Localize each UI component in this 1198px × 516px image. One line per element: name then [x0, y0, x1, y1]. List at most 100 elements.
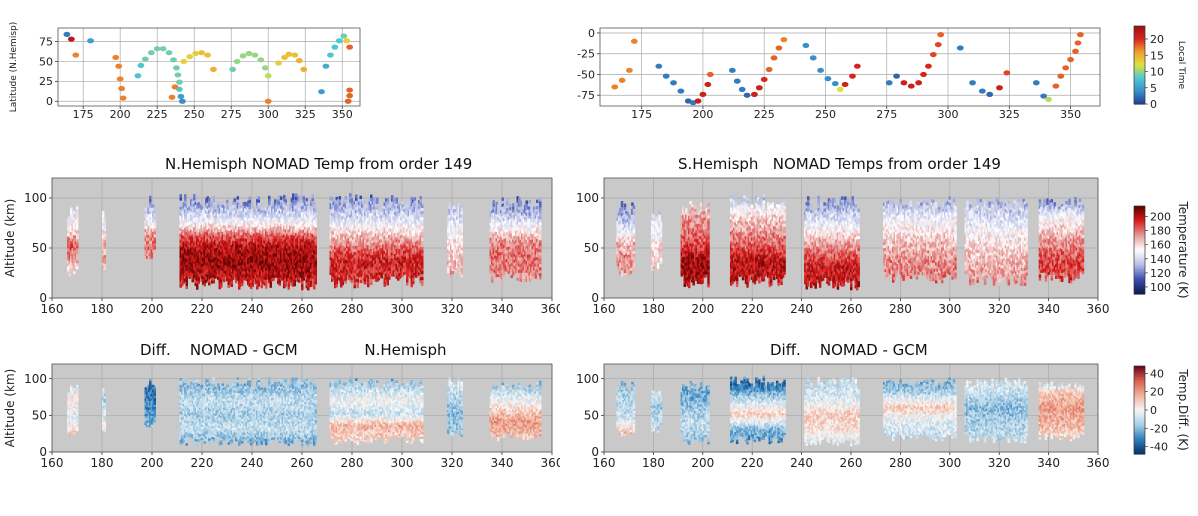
heatmap-cell [492, 248, 495, 252]
heatmap-cell [280, 202, 283, 206]
scatter-point [704, 81, 712, 88]
heatmap-cell [356, 209, 359, 214]
heatmap-cell [401, 273, 404, 277]
heatmap-cell [289, 270, 292, 274]
heatmap-cell [451, 240, 454, 244]
heatmap-cell [331, 278, 334, 282]
heatmap-cell [400, 210, 403, 215]
scatter-point [885, 80, 893, 86]
heatmap-cell [447, 269, 450, 274]
heatmap-cell [401, 201, 404, 205]
y-tick-label: 0 [46, 95, 53, 108]
heatmap-cell [340, 260, 343, 264]
heatmap-cell [263, 276, 266, 280]
scatter-point [738, 86, 746, 93]
heatmap-cell [338, 217, 341, 221]
heatmap-cell [397, 274, 400, 278]
heatmap-cell [359, 225, 362, 230]
heatmap-cell [229, 278, 232, 282]
heatmap-cell [307, 226, 310, 231]
heatmap-cell [281, 250, 284, 254]
scatter-point [841, 81, 849, 88]
heatmap-cell [356, 236, 359, 241]
heatmap-cell [367, 274, 370, 279]
heatmap-cell [193, 260, 196, 264]
heatmap-cell [283, 272, 286, 277]
heatmap-cell [292, 244, 295, 248]
heatmap-cell [74, 241, 77, 245]
heatmap-cell [356, 278, 359, 283]
heatmap-cell [410, 220, 413, 225]
heatmap-cell [242, 217, 245, 221]
heatmap-cell [287, 238, 290, 242]
scatter-points [611, 32, 1084, 106]
heatmap-cell [274, 226, 277, 230]
heatmap-cell [397, 262, 400, 266]
heatmap-cell [376, 257, 379, 261]
heatmap-cell [410, 238, 413, 243]
heatmap-cell [389, 207, 392, 211]
heatmap-cell [212, 219, 215, 224]
x-tick-label: 200 [692, 108, 713, 121]
heatmap-cell [338, 241, 341, 245]
heatmap-cell [209, 268, 212, 273]
heatmap-cell [457, 230, 460, 235]
heatmap-cell [256, 223, 259, 227]
heatmap-cell [353, 257, 356, 262]
heatmap-cell [498, 254, 501, 259]
heatmap-cell [220, 284, 223, 288]
heatmap-cell [389, 219, 392, 223]
heatmap-cell [226, 250, 229, 255]
heatmap-cell [244, 246, 247, 251]
heatmap-cell [147, 246, 150, 250]
heatmap-cell [260, 212, 263, 217]
heatmap-cell [355, 218, 358, 222]
heatmap-cell [262, 256, 265, 261]
heatmap-cell [260, 209, 263, 214]
heatmap-cell [149, 252, 152, 257]
colorbar-segment [1134, 98, 1145, 101]
heatmap-cell [382, 268, 385, 272]
heatmap-cell [215, 211, 218, 215]
heatmap-cell [388, 231, 391, 235]
heatmap-cell [305, 246, 308, 250]
heatmap-cell [286, 239, 289, 243]
heatmap-cell [361, 231, 364, 235]
heatmap-cell [305, 258, 308, 262]
x-tick-label: 300 [938, 108, 959, 121]
heatmap-cell [271, 274, 274, 279]
heatmap-cell [214, 260, 217, 264]
heatmap-cell [331, 224, 334, 228]
heatmap-cell [293, 258, 296, 263]
heatmap-cell [247, 233, 250, 238]
heatmap-cell [359, 198, 362, 203]
heatmap-cell [239, 235, 242, 239]
heatmap-cell [181, 249, 184, 254]
heatmap-cell [70, 228, 73, 233]
heatmap-cell [208, 267, 211, 271]
heatmap-cell [388, 276, 391, 280]
heatmap-cell [196, 229, 199, 233]
heatmap-cell [188, 224, 191, 228]
heatmap-cell [277, 229, 280, 233]
heatmap-cell [245, 238, 248, 243]
heatmap-cell [406, 222, 409, 226]
scatter-point [765, 66, 773, 73]
heatmap-cell [314, 272, 317, 276]
heatmap-cell [494, 257, 497, 262]
heatmap-cell [272, 244, 275, 248]
heatmap-cell [217, 243, 220, 247]
heatmap-cell [67, 247, 70, 252]
heatmap-cell [235, 216, 238, 221]
heatmap-cell [386, 270, 389, 274]
heatmap-cell [298, 267, 301, 271]
heatmap-cell [272, 202, 275, 206]
heatmap-cell [284, 214, 287, 218]
heatmap-cell [419, 264, 422, 269]
scatter-point [893, 73, 900, 79]
heatmap-cell [419, 216, 422, 221]
heatmap-cell [311, 203, 314, 208]
heatmap-cell [281, 277, 284, 281]
heatmap-cell [212, 246, 215, 251]
heatmap-cell [292, 259, 295, 263]
